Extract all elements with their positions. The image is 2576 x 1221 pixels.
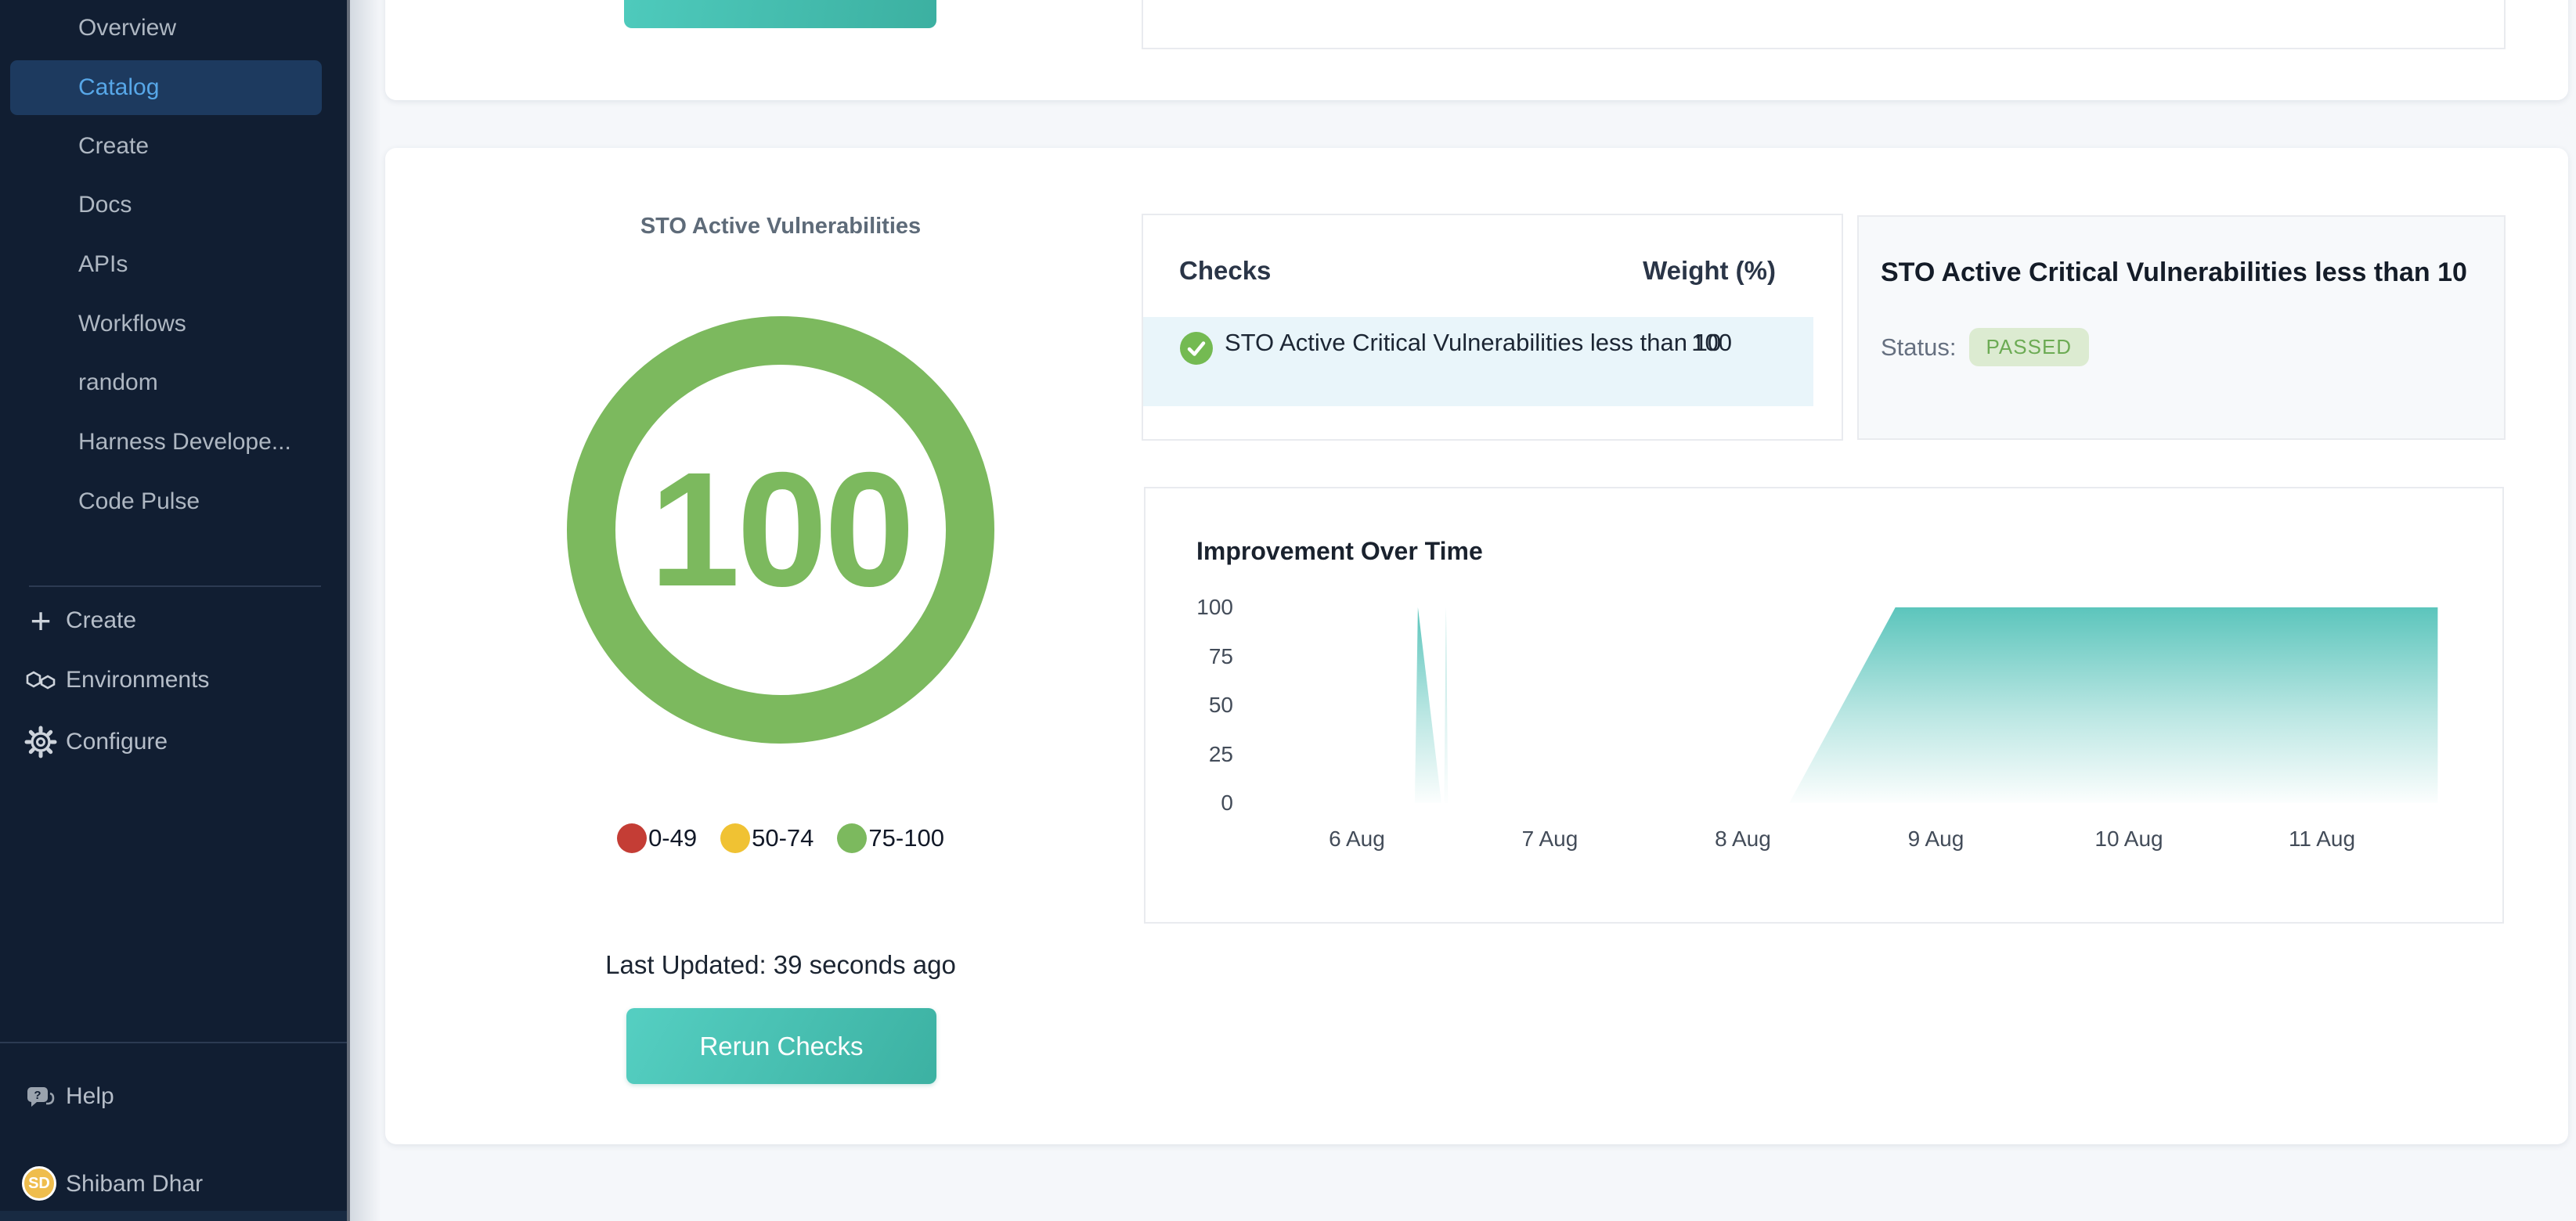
- user-name: Shibam Dhar: [66, 1171, 204, 1197]
- avatar: SD: [22, 1166, 56, 1201]
- sidebar-item-label: random: [78, 369, 158, 395]
- sidebar-item-label: Harness Develope...: [78, 429, 291, 455]
- legend-label: 50-74: [752, 824, 814, 852]
- check-weight: 100: [1691, 329, 1732, 356]
- x-axis-tick: 11 Aug: [2288, 827, 2356, 851]
- check-name: STO Active Critical Vulnerabilities less…: [1225, 329, 1722, 356]
- checks-panel: Checks Weight (%) STO Active Critical Vu…: [1142, 214, 1843, 441]
- sidebar-action-environments[interactable]: Environments: [0, 654, 347, 706]
- avatar-initials: SD: [28, 1174, 50, 1192]
- y-axis-tick: 100: [1196, 595, 1233, 619]
- sidebar-item-label: Workflows: [78, 311, 186, 337]
- sidebar-item-apis[interactable]: APIs: [0, 237, 347, 292]
- status-row: Status: PASSED: [1881, 328, 2090, 366]
- x-axis-tick: 6 Aug: [1329, 827, 1385, 851]
- status-label: Status:: [1881, 333, 1957, 361]
- sidebar-item-label: Catalog: [78, 74, 160, 100]
- rerun-checks-button-fragment[interactable]: [624, 0, 936, 28]
- legend-label: 0-49: [648, 824, 698, 852]
- area-series-score-run-1: [1414, 607, 1441, 803]
- sidebar-help[interactable]: ? Help: [0, 1071, 347, 1122]
- legend-item-red: 0-49: [617, 823, 697, 853]
- legend-item-yellow: 50-74: [720, 823, 814, 853]
- legend-dot-yellow: [720, 823, 751, 853]
- panel-bottom-fragment: [1142, 0, 2506, 49]
- gear-icon: [23, 725, 58, 759]
- sidebar-item-harness-developer[interactable]: Harness Develope...: [0, 415, 347, 470]
- content-left-shadow: [350, 0, 381, 1221]
- check-detail-panel: STO Active Critical Vulnerabilities less…: [1857, 215, 2506, 440]
- sidebar-item-label: Create: [78, 133, 150, 159]
- legend-dot-red: [617, 823, 648, 853]
- area-series-score-current: [1789, 607, 2438, 803]
- gauge-score-value: 100: [649, 439, 915, 621]
- rerun-checks-button[interactable]: Rerun Checks: [626, 1008, 936, 1084]
- sidebar-user[interactable]: SD Shibam Dhar: [0, 1158, 347, 1210]
- check-circle-icon: [1179, 331, 1214, 366]
- improvement-area-chart: [1414, 607, 2438, 803]
- sidebar-item-label: Docs: [78, 192, 132, 218]
- action-label: Create: [66, 607, 137, 633]
- sidebar-action-configure[interactable]: Configure: [0, 716, 347, 768]
- action-label: Configure: [66, 729, 168, 755]
- legend-dot-green: [837, 823, 868, 853]
- sidebar-item-label: Overview: [78, 15, 177, 41]
- improvement-chart-panel: Improvement Over Time 100 75 50 25 0 6 Aug 7 A…: [1144, 487, 2504, 924]
- scorecard-card: STO Active Vulnerabilities 100 0-49 50-7…: [385, 148, 2568, 1144]
- legend-label: 75-100: [868, 824, 944, 852]
- help-label: Help: [66, 1083, 114, 1109]
- gauge-title: STO Active Vulnerabilities: [640, 214, 922, 239]
- scorecard-card-previous: [385, 0, 2568, 100]
- x-axis-tick: 10 Aug: [2094, 827, 2163, 851]
- area-series-score-run-2: [1444, 607, 1449, 803]
- help-chat-icon: ?: [23, 1079, 58, 1114]
- sidebar: Overview Catalog Create Docs APIs Workfl…: [0, 0, 347, 1221]
- y-axis-tick: 25: [1208, 741, 1233, 766]
- x-axis-tick: 9 Aug: [1907, 827, 1964, 851]
- plus-icon: +: [30, 600, 52, 641]
- last-updated-text: Last Updated: 39 seconds ago: [605, 950, 956, 979]
- sidebar-item-code-pulse[interactable]: Code Pulse: [0, 474, 347, 529]
- sidebar-divider: [0, 1042, 347, 1043]
- legend-item-green: 75-100: [837, 823, 944, 853]
- hexagons-icon: [23, 663, 58, 697]
- sidebar-action-create[interactable]: + Create: [0, 595, 347, 647]
- sidebar-item-docs[interactable]: Docs: [0, 178, 347, 232]
- chart-title: Improvement Over Time: [1196, 537, 1483, 565]
- x-axis-tick: 7 Aug: [1521, 827, 1578, 851]
- checks-column-header: Checks: [1179, 256, 1272, 285]
- sidebar-item-create[interactable]: Create: [0, 119, 347, 174]
- action-label: Environments: [66, 667, 210, 693]
- sidebar-item-catalog[interactable]: Catalog: [10, 60, 322, 115]
- check-row[interactable]: STO Active Critical Vulnerabilities less…: [1143, 317, 1813, 406]
- sidebar-divider-line: [347, 0, 350, 1221]
- gauge-legend: 0-49 50-74 75-100: [546, 821, 1016, 855]
- sidebar-item-label: Code Pulse: [78, 488, 200, 514]
- status-badge: PASSED: [1968, 328, 2090, 366]
- y-axis-tick: 50: [1208, 693, 1233, 717]
- score-gauge: 100: [567, 316, 994, 744]
- sidebar-item-label: APIs: [78, 251, 128, 277]
- check-detail-title: STO Active Critical Vulnerabilities less…: [1881, 258, 2467, 287]
- sidebar-divider: [29, 585, 321, 587]
- sidebar-item-workflows[interactable]: Workflows: [0, 297, 347, 351]
- weight-column-header: Weight (%): [1643, 256, 1776, 285]
- sidebar-item-random[interactable]: random: [0, 355, 347, 410]
- sidebar-item-overview[interactable]: Overview: [0, 1, 347, 56]
- svg-text:?: ?: [34, 1089, 41, 1102]
- y-axis-tick: 75: [1208, 643, 1233, 668]
- x-axis-tick: 8 Aug: [1715, 827, 1771, 851]
- sidebar-bottom-strip: [0, 1211, 347, 1221]
- y-axis-tick: 0: [1221, 791, 1233, 815]
